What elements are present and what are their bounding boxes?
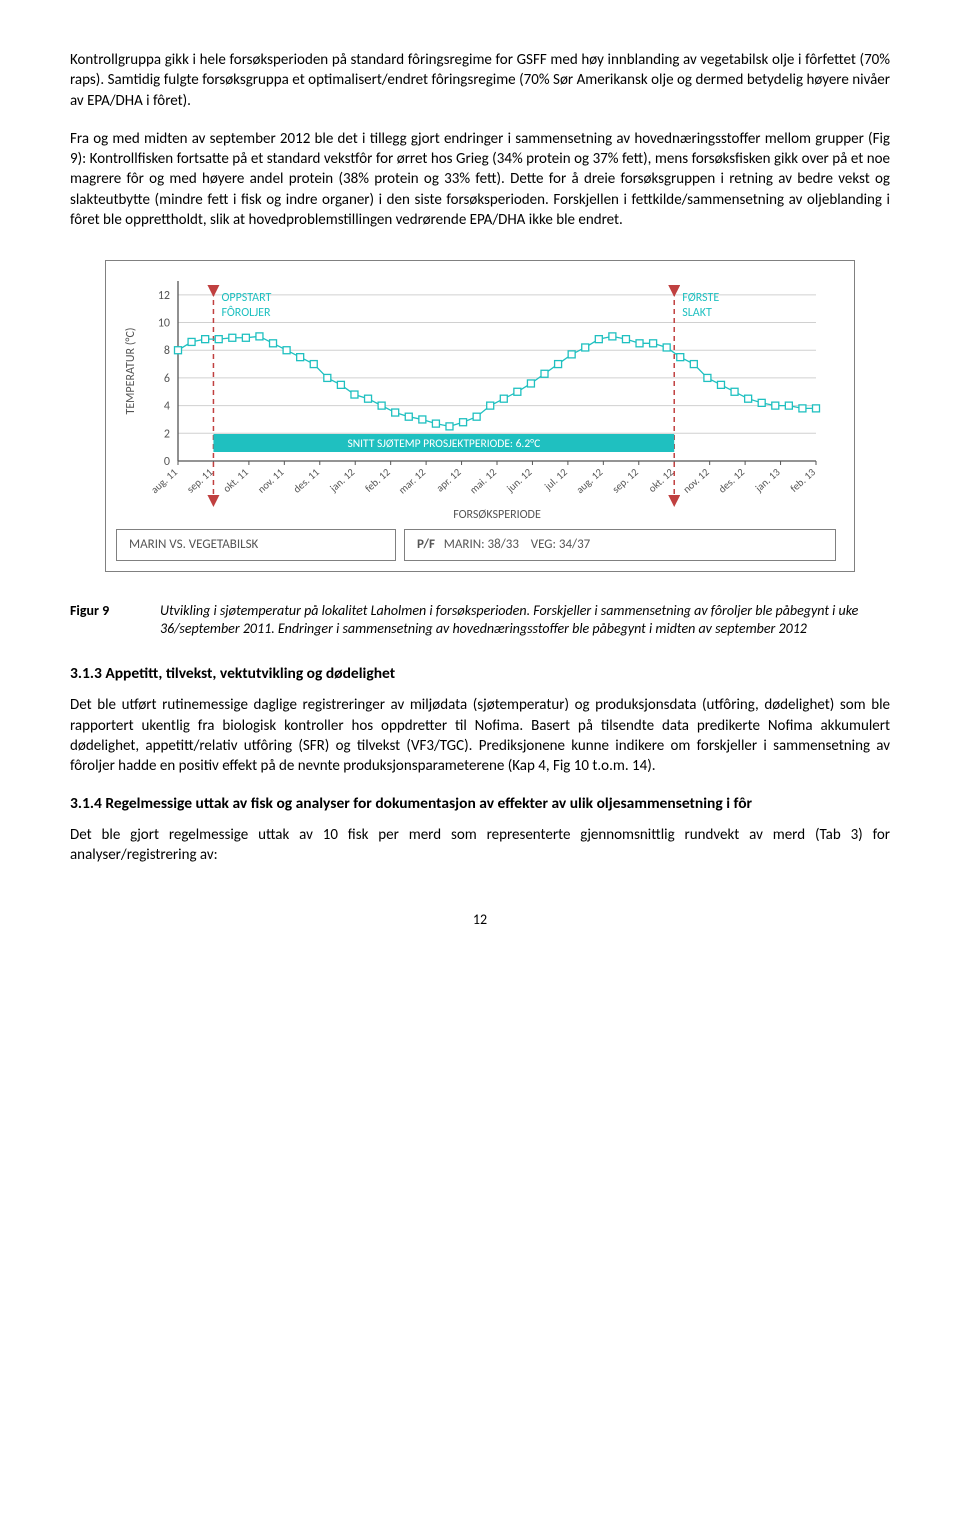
svg-text:jul. 12: jul. 12	[541, 466, 570, 494]
svg-text:nov. 12: nov. 12	[680, 466, 711, 496]
svg-text:apr. 12: apr. 12	[433, 466, 463, 495]
section-313-body: Det ble utført rutinemessige daglige reg…	[70, 695, 890, 776]
section-314-body: Det ble gjort regelmessige uttak av 10 f…	[70, 825, 890, 866]
svg-text:jun. 12: jun. 12	[503, 466, 534, 496]
paragraph-1: Kontrollgruppa gikk i hele forsøksperiod…	[70, 50, 890, 111]
paragraph-2: Fra og med midten av september 2012 ble …	[70, 129, 890, 230]
svg-text:FÔROLJER: FÔROLJER	[221, 306, 271, 320]
svg-text:feb. 13: feb. 13	[787, 466, 818, 495]
svg-text:6: 6	[164, 372, 170, 386]
svg-text:nov. 11: nov. 11	[255, 466, 286, 496]
svg-text:FØRSTE: FØRSTE	[682, 291, 719, 305]
svg-text:sep. 11: sep. 11	[184, 466, 215, 496]
figure-text: Utvikling i sjøtemperatur på lokalitet L…	[160, 602, 890, 640]
svg-text:okt. 11: okt. 11	[220, 466, 251, 495]
svg-text:OPPSTART: OPPSTART	[221, 291, 271, 305]
pf-label: P/F	[417, 537, 435, 552]
svg-text:aug. 12: aug. 12	[573, 466, 605, 497]
svg-text:feb. 12: feb. 12	[362, 466, 393, 495]
box-marin-veg: MARIN VS. VEGETABILSK	[116, 529, 396, 561]
svg-text:mai. 12: mai. 12	[467, 466, 499, 497]
svg-text:okt. 12: okt. 12	[646, 466, 677, 495]
figure-label: Figur 9	[70, 602, 130, 640]
svg-text:SNITT SJØTEMP PROSJEKTPERIODE:: SNITT SJØTEMP PROSJEKTPERIODE: 6.2°C	[347, 437, 540, 451]
chart-panel: 024681012TEMPERATUR (°C)aug. 11sep. 11ok…	[105, 260, 855, 572]
svg-text:4: 4	[164, 400, 170, 414]
section-313-title: 3.1.3 Appetitt, tilvekst, vektutvikling …	[70, 664, 890, 685]
pf-veg: VEG: 34/37	[531, 537, 591, 552]
box-pf: P/F MARIN: 38/33 VEG: 34/37	[404, 529, 836, 561]
svg-text:jan. 12: jan. 12	[326, 466, 357, 496]
section-314-title: 3.1.4 Regelmessige uttak av fisk og anal…	[70, 794, 890, 815]
svg-text:des. 12: des. 12	[716, 466, 747, 496]
svg-text:8: 8	[164, 344, 170, 358]
svg-text:des. 11: des. 11	[290, 466, 321, 496]
temperature-chart: 024681012TEMPERATUR (°C)aug. 11sep. 11ok…	[116, 271, 836, 521]
svg-text:FORSØKSPERIODE: FORSØKSPERIODE	[453, 508, 541, 521]
svg-text:SLAKT: SLAKT	[682, 306, 712, 320]
page-number: 12	[70, 911, 890, 930]
figure-caption: Figur 9 Utvikling i sjøtemperatur på lok…	[70, 602, 890, 640]
svg-text:jan. 13: jan. 13	[752, 466, 783, 496]
svg-text:12: 12	[158, 289, 170, 303]
svg-text:aug. 11: aug. 11	[148, 466, 180, 497]
pf-marin: MARIN: 38/33	[444, 537, 519, 552]
svg-text:mar. 12: mar. 12	[396, 466, 428, 497]
svg-text:sep. 12: sep. 12	[609, 466, 640, 496]
svg-text:10: 10	[158, 317, 170, 331]
svg-text:TEMPERATUR (°C): TEMPERATUR (°C)	[124, 327, 138, 414]
svg-text:2: 2	[164, 427, 170, 441]
